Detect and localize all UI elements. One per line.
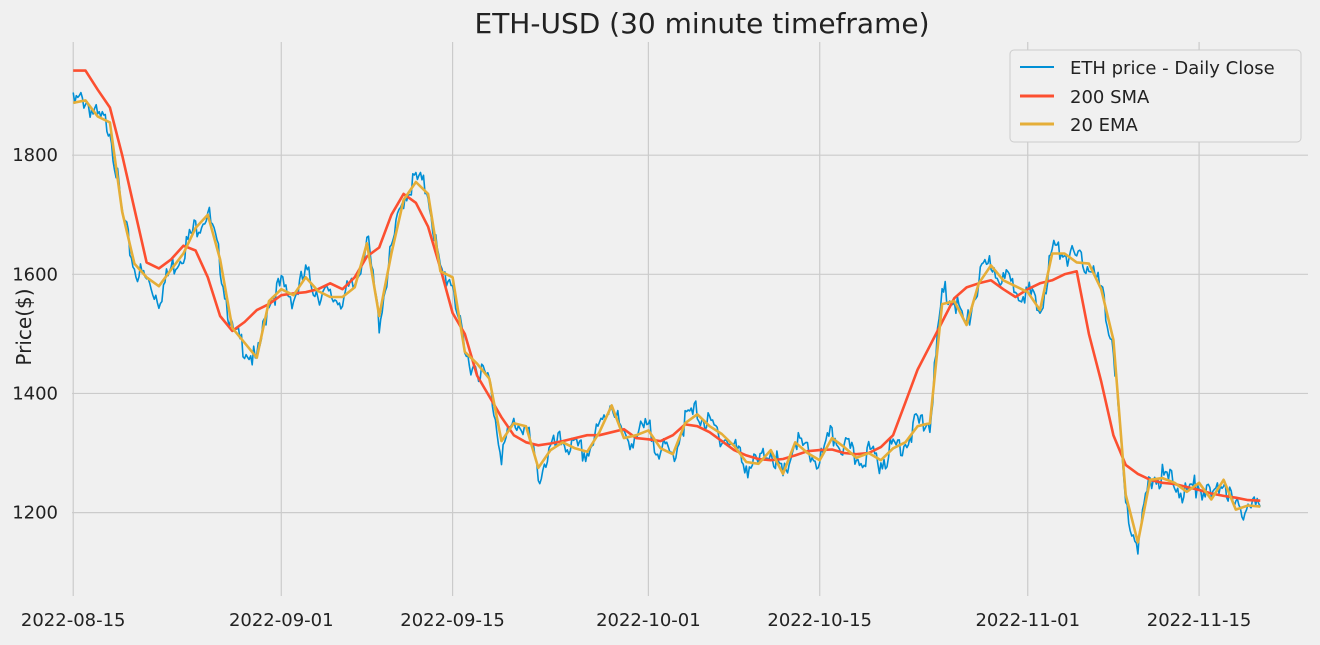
sma-series-line (73, 69, 1261, 502)
x-tick-label: 2022-09-01 (229, 610, 334, 631)
y-tick-label: 1200 (12, 503, 58, 524)
x-tick-label: 2022-08-15 (21, 610, 126, 631)
ema-series-line (72, 99, 1261, 544)
x-tick-label: 2022-10-01 (596, 610, 701, 631)
y-tick-label: 1800 (12, 145, 58, 166)
legend-box (1009, 49, 1302, 143)
tick-labels: 2022-08-15 2022-09-01 2022-09-15 2022-10-01… (12, 145, 1251, 631)
x-tick-label: 2022-09-15 (400, 610, 505, 631)
y-tick-label: 1400 (12, 383, 58, 404)
grid (72, 42, 1308, 596)
y-axis-label: Price($) (12, 288, 36, 365)
y-tick-label: 1600 (12, 264, 58, 285)
legend-label-price: ETH price - Daily Close (1070, 58, 1275, 79)
legend-label-ema: 20 EMA (1070, 115, 1139, 136)
legend: ETH price - Daily Close 200 SMA 20 EMA (1009, 49, 1302, 143)
series-group (72, 69, 1262, 555)
x-tick-label: 2022-11-01 (975, 610, 1080, 631)
x-tick-label: 2022-11-15 (1147, 610, 1252, 631)
x-tick-label: 2022-10-15 (767, 610, 872, 631)
chart-title: ETH-USD (30 minute timeframe) (475, 7, 930, 40)
legend-label-sma: 200 SMA (1070, 87, 1150, 108)
